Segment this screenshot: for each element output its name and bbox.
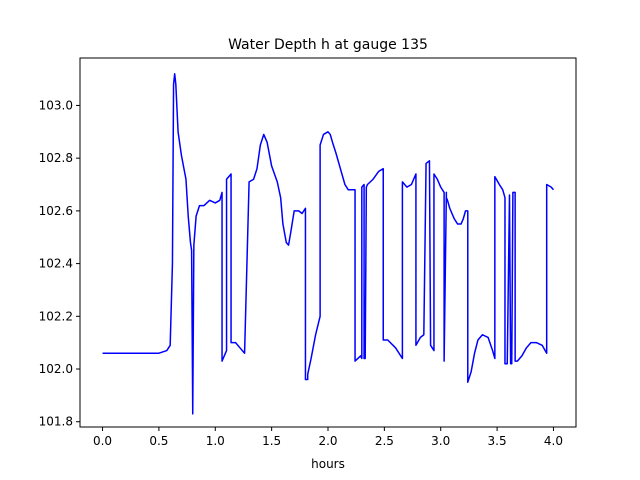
chart-title: Water Depth h at gauge 135 [228, 37, 428, 53]
x-tick-label: 2.0 [318, 434, 337, 448]
x-tick-label: 4.0 [544, 434, 563, 448]
x-tick-label: 0.0 [93, 434, 112, 448]
plot-area [102, 73, 555, 415]
y-axis: 101.8 102.0 102.2 102.4 102.6 102.8 103.0 [39, 98, 80, 429]
x-tick-label: 0.5 [149, 434, 168, 448]
x-tick-label: 3.5 [488, 434, 507, 448]
x-tick-label: 1.5 [262, 434, 281, 448]
y-tick-label: 102.8 [39, 151, 73, 165]
y-tick-label: 102.4 [39, 257, 73, 271]
x-tick-label: 3.0 [431, 434, 450, 448]
x-tick-label: 2.5 [375, 434, 394, 448]
x-axis: 0.0 0.5 1.0 1.5 2.0 2.5 3.0 3.5 4.0 [93, 427, 563, 448]
y-tick-label: 101.8 [39, 415, 73, 429]
y-tick-label: 102.0 [39, 362, 73, 376]
y-tick-label: 102.6 [39, 204, 73, 218]
y-tick-label: 103.0 [39, 98, 73, 112]
series-line-0 [102, 73, 555, 415]
x-axis-label: hours [311, 457, 345, 471]
x-tick-label: 1.0 [206, 434, 225, 448]
y-tick-label: 102.2 [39, 309, 73, 323]
